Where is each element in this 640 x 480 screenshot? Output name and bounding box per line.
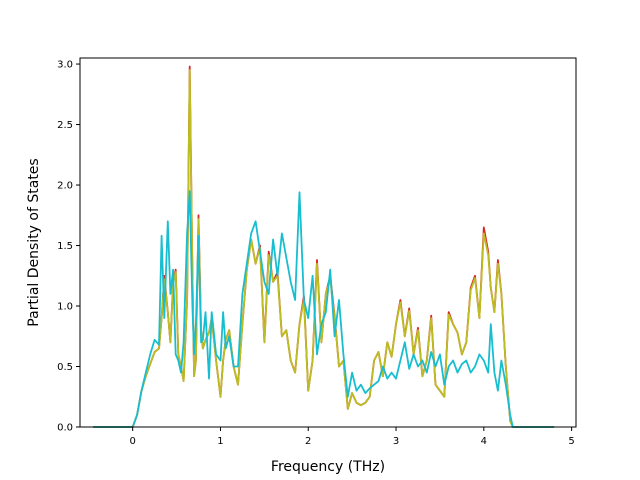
y-tick-label: 1.5 (57, 241, 73, 252)
y-tick-label: 3.0 (57, 60, 73, 71)
y-axis-label: Partial Density of States (26, 158, 42, 326)
x-tick-label: 3 (393, 436, 399, 447)
y-tick-label: 0.0 (57, 423, 73, 434)
x-tick-label: 1 (217, 436, 223, 447)
x-axis-ticks: 0 1 2 3 4 5 (129, 427, 575, 447)
x-axis-label: Frequency (THz) (271, 459, 385, 475)
y-axis-ticks: 0.0 0.5 1.0 1.5 2.0 2.5 3.0 (57, 60, 80, 434)
plot-frame (79, 57, 577, 428)
x-tick-label: 5 (568, 436, 574, 447)
series-line-3 (93, 190, 555, 428)
y-tick-label: 1.0 (57, 302, 73, 313)
y-tick-label: 2.0 (57, 181, 73, 192)
x-tick-label: 2 (305, 436, 311, 447)
x-tick-label: 4 (481, 436, 487, 447)
y-tick-label: 0.5 (57, 362, 73, 373)
series-layer (93, 65, 555, 428)
x-tick-label: 0 (129, 436, 135, 447)
y-tick-label: 2.5 (57, 120, 73, 131)
